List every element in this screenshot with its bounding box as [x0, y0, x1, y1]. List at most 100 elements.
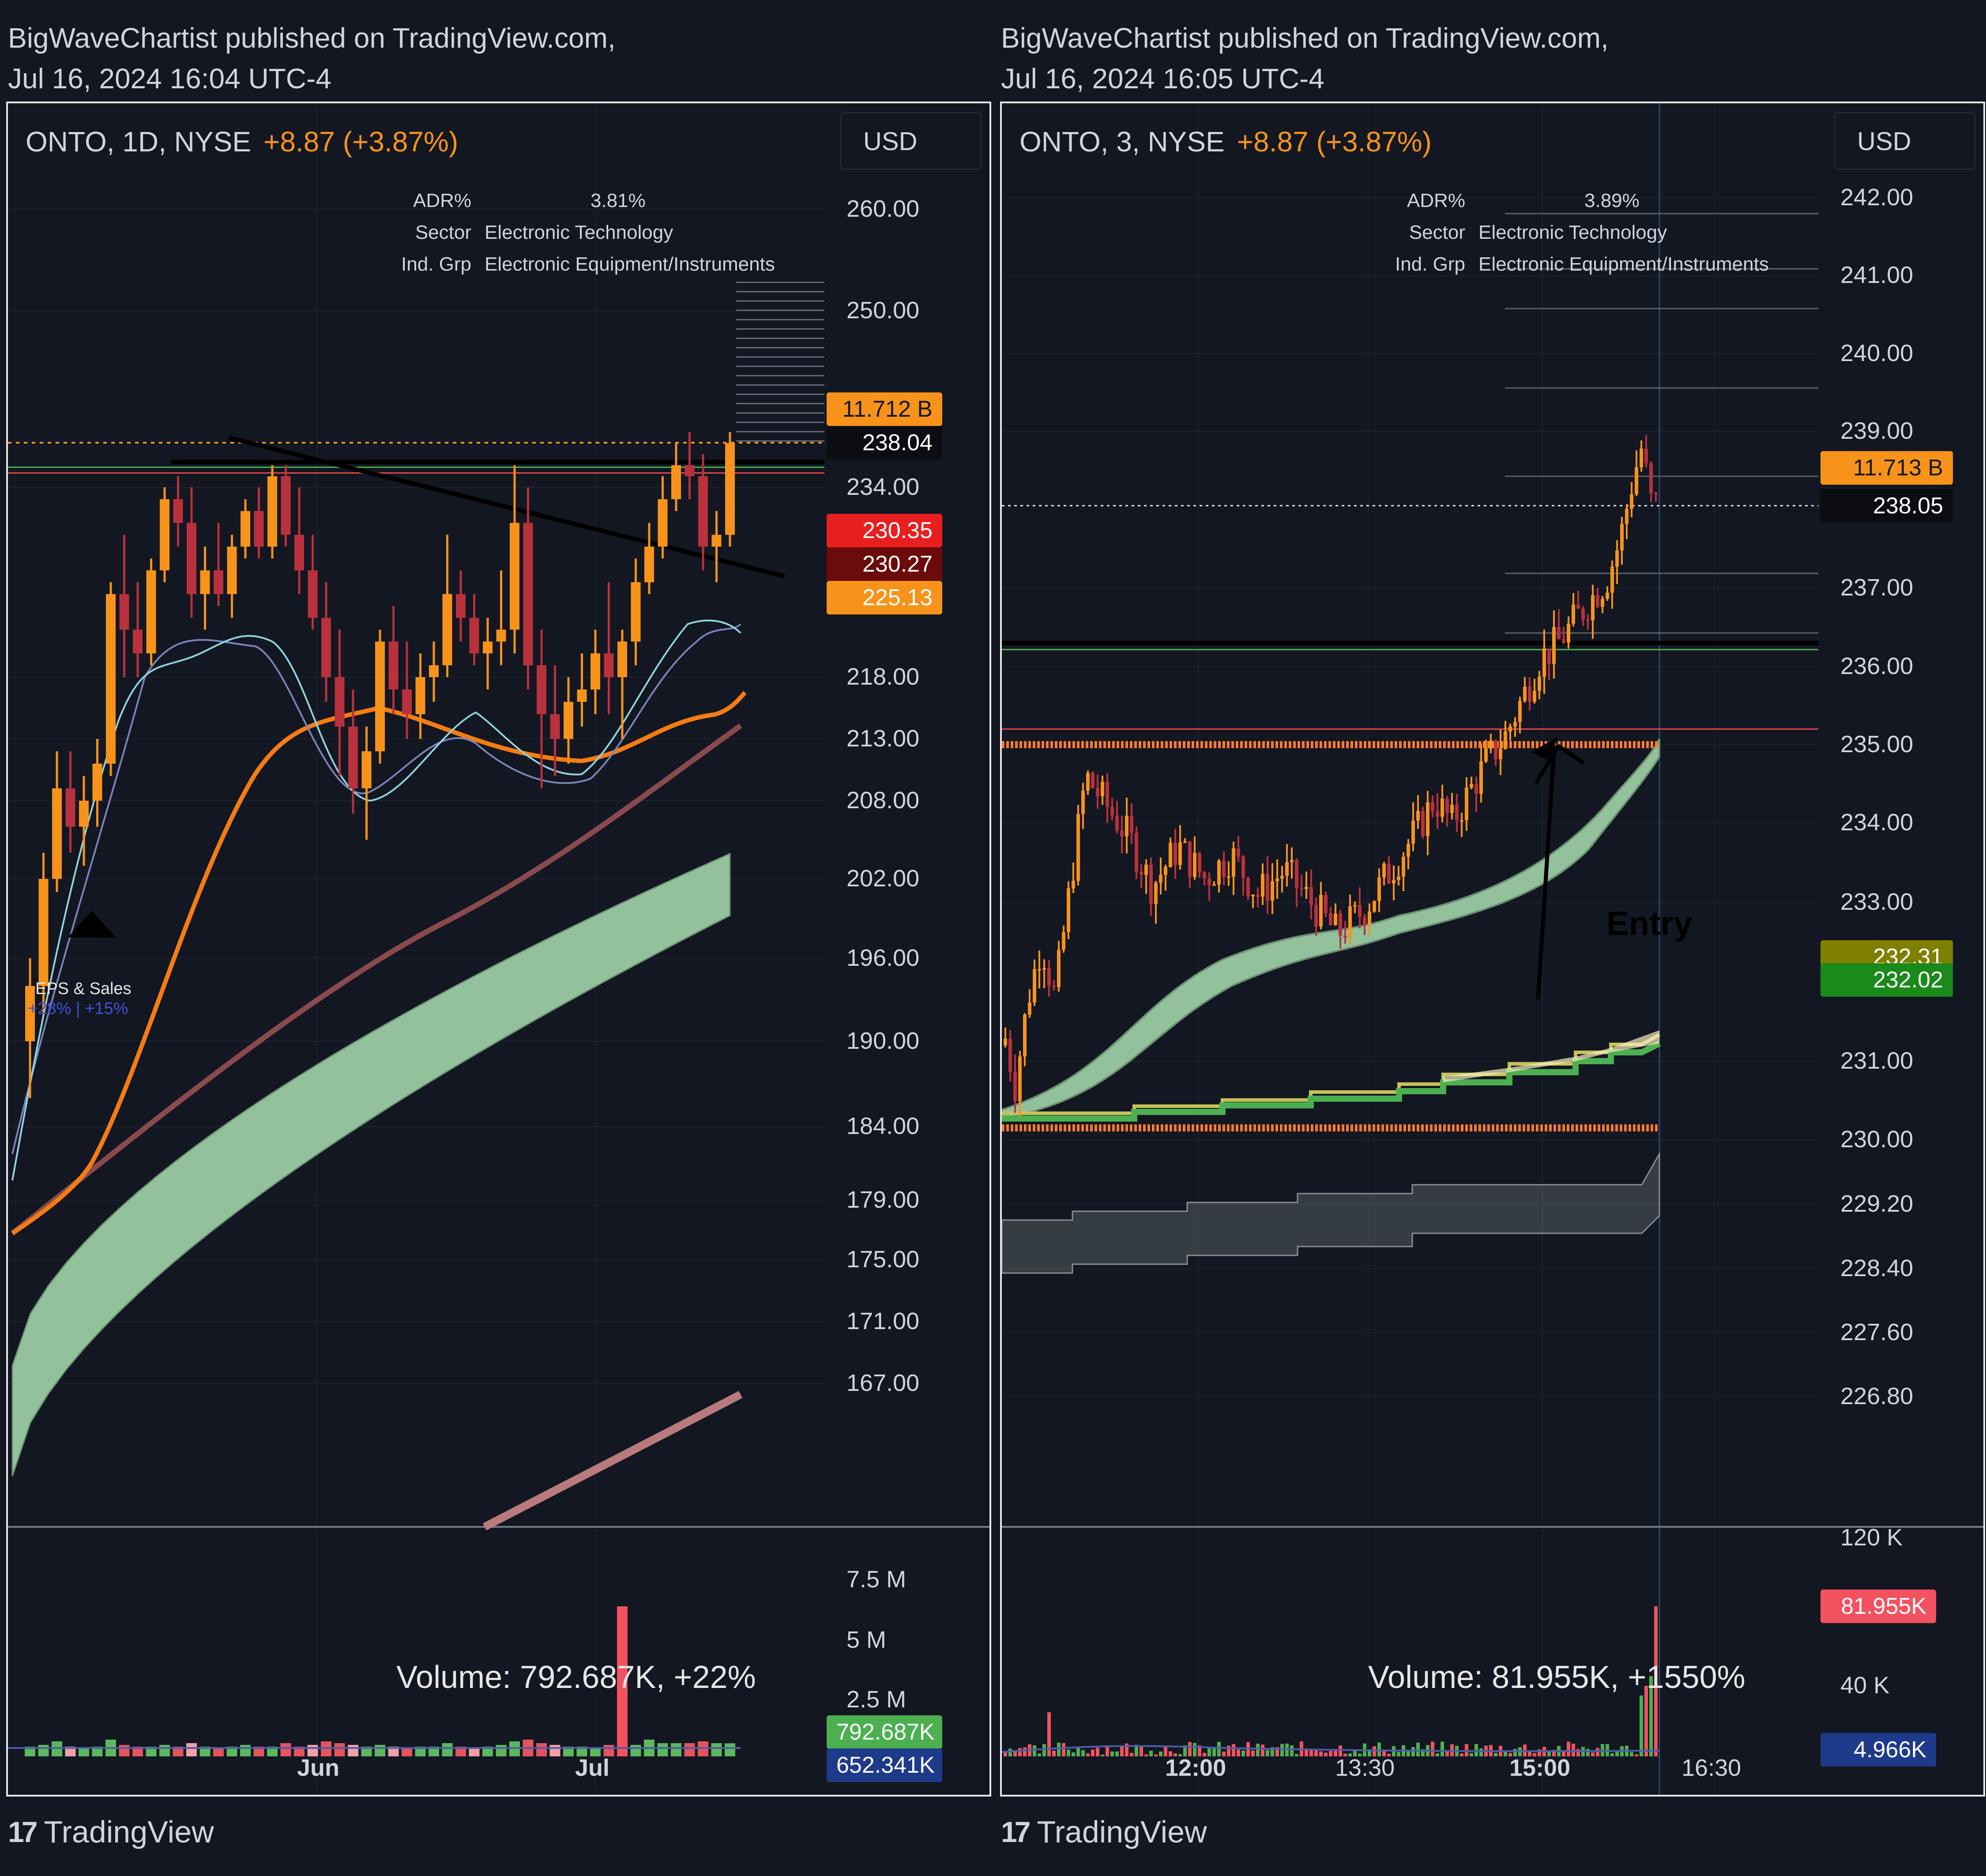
candle-body	[1154, 882, 1158, 904]
price-tick: 242.00	[1840, 184, 1914, 211]
ema-line	[11, 691, 747, 1236]
volume-bar	[563, 1747, 574, 1756]
volume-bar	[1057, 1742, 1061, 1756]
price-tag: 238.04	[827, 426, 942, 460]
volume-bar	[1018, 1748, 1022, 1756]
candle-body	[1494, 740, 1497, 759]
price-tick: 230.00	[1840, 1126, 1914, 1153]
volume-bar	[711, 1743, 722, 1756]
volume-bar	[253, 1747, 264, 1756]
volume-bar	[1280, 1744, 1284, 1756]
candle-body	[1217, 861, 1221, 885]
daily-chart-panel[interactable]: ONTO, 1D, NYSE +8.87 (+3.87%) USD ADR% 3.8…	[6, 102, 991, 1797]
intraday-chart-canvas[interactable]	[1002, 103, 1985, 1797]
candle-body	[1091, 773, 1095, 788]
candle-body	[133, 629, 143, 654]
candle-body	[1610, 566, 1614, 593]
tradingview-footer[interactable]: 17 TradingView	[8, 1814, 214, 1850]
candle-body	[658, 499, 668, 547]
volume-bar	[1572, 1744, 1575, 1756]
price-tick: 231.00	[1840, 1047, 1914, 1074]
candle-body	[1193, 853, 1196, 877]
volume-bar	[159, 1745, 170, 1756]
volume-ma-tag: 4.966K	[1820, 1733, 1936, 1767]
candle-body	[1115, 815, 1119, 831]
candle-body	[644, 546, 654, 582]
candle-body	[1140, 872, 1143, 875]
volume-bar	[1494, 1752, 1497, 1756]
volume-bar	[1096, 1748, 1099, 1756]
volume-bar	[1251, 1750, 1255, 1756]
volume-label: Volume: 81.955K, +1550%	[1368, 1660, 1745, 1695]
volume-bar	[1033, 1745, 1036, 1756]
candle-body	[1649, 463, 1653, 493]
price-tick: 226.80	[1840, 1383, 1914, 1409]
tradingview-footer[interactable]: 17 TradingView	[1001, 1814, 1207, 1850]
currency-button[interactable]: USD	[1834, 112, 1975, 170]
volume-bar	[1275, 1747, 1279, 1756]
price-tick: 213.00	[846, 725, 920, 752]
candle-body	[1329, 913, 1332, 925]
candle-body	[1402, 856, 1405, 877]
currency-button[interactable]: USD	[840, 112, 982, 170]
candle-body	[1339, 913, 1342, 936]
candle-body	[1144, 864, 1148, 875]
candle-body	[361, 751, 372, 788]
candle-body	[1441, 799, 1444, 817]
volume-bar	[1290, 1745, 1294, 1756]
volume-bar	[1183, 1745, 1187, 1756]
candle-body	[146, 570, 156, 654]
volume-bar	[1207, 1748, 1211, 1756]
volume-bar	[1640, 1695, 1643, 1756]
ma-band	[11, 852, 731, 1477]
volume-bar	[1140, 1746, 1143, 1756]
candle-body	[671, 465, 681, 499]
volume-bar	[1159, 1752, 1162, 1756]
volume-bar	[1528, 1751, 1531, 1756]
candle-body	[1334, 913, 1337, 925]
volume-bar	[173, 1747, 184, 1756]
candle-body	[1174, 843, 1177, 865]
volume-bar	[119, 1745, 130, 1756]
candle-body	[294, 535, 304, 571]
volume-bar	[1654, 1606, 1658, 1756]
candle-body	[1013, 1071, 1017, 1101]
volume-bar	[1314, 1750, 1318, 1756]
info-value: 3.89%	[1584, 190, 1640, 211]
candle-body	[523, 523, 533, 666]
entry-arrow-line	[1536, 745, 1557, 1000]
candle-body	[1542, 648, 1546, 677]
volume-bar	[1217, 1741, 1221, 1756]
volume-bar	[1562, 1752, 1565, 1756]
price-tick: 228.40	[1840, 1255, 1914, 1281]
change-label: +8.87 (+3.87%)	[263, 126, 459, 158]
volume-bar	[226, 1747, 237, 1756]
volume-bar	[1615, 1751, 1619, 1756]
candle-body	[469, 618, 479, 654]
info-table: ADR% 3.89% Sector Electronic Technology In…	[1377, 185, 1769, 280]
candle-body	[1018, 1056, 1022, 1101]
candle-body	[1586, 619, 1590, 621]
candle-body	[1407, 844, 1410, 857]
volume-bar	[590, 1748, 601, 1756]
volume-bar	[455, 1747, 466, 1756]
candle-body	[1212, 884, 1216, 886]
intraday-chart-panel[interactable]: ONTO, 3, NYSE +8.87 (+3.87%) USD ADR% 3.89…	[1000, 102, 1985, 1797]
candle-body	[1489, 740, 1493, 749]
price-tick: 171.00	[846, 1308, 920, 1334]
candle-body	[1640, 448, 1643, 467]
volume-ma-line	[1002, 1745, 1660, 1753]
candle-body	[227, 546, 237, 594]
volume-bar	[1368, 1749, 1371, 1756]
volume-bar	[1193, 1743, 1196, 1756]
candle-body	[1552, 627, 1556, 664]
volume-bar	[603, 1745, 614, 1756]
daily-chart-canvas[interactable]	[8, 103, 991, 1797]
price-tick: 233.00	[1840, 889, 1914, 915]
candle-body	[1377, 877, 1381, 901]
candle-body	[1620, 524, 1624, 550]
candle-body	[1047, 968, 1051, 986]
candle-body	[1450, 805, 1454, 813]
volume-bar	[442, 1743, 453, 1756]
volume-bar	[92, 1747, 103, 1756]
